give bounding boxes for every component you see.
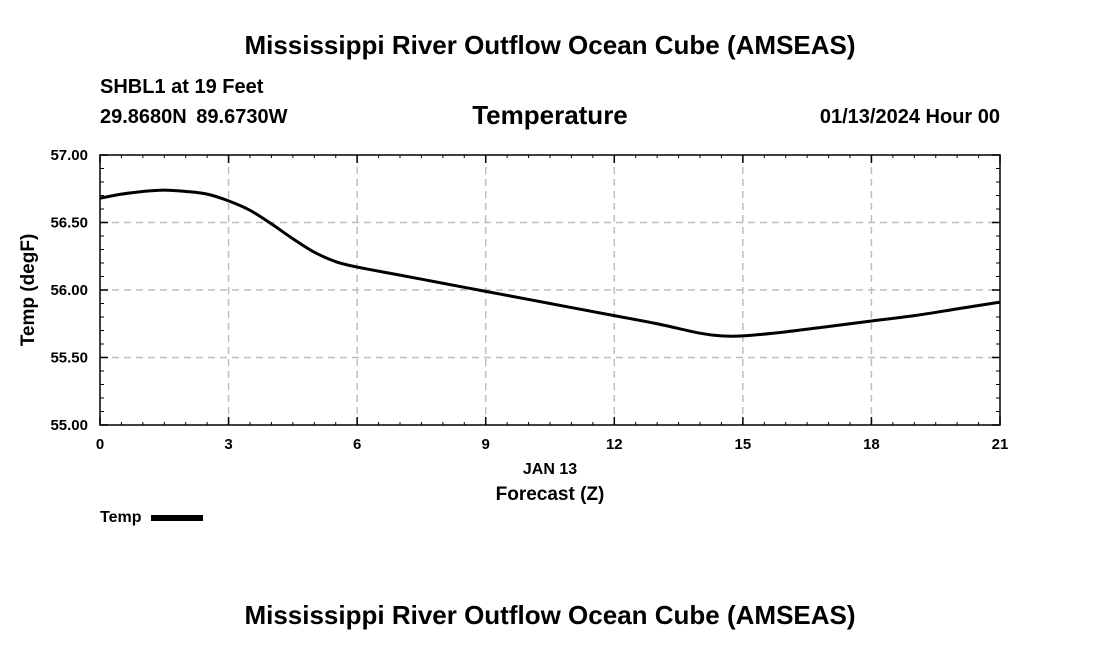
x-tick-label: 9	[482, 436, 490, 453]
y-axis: 55.00 55.50 56.00 56.50 57.00	[50, 147, 1000, 434]
legend: Temp	[100, 509, 204, 527]
y-tick-label: 57.00	[50, 147, 88, 164]
forecast-datetime: 01/13/2024 Hour 00	[819, 106, 1000, 128]
x-tick-label: 3	[224, 436, 232, 453]
footer-title: Mississippi River Outflow Ocean Cube (AM…	[244, 600, 856, 630]
x-tick-label: 21	[992, 436, 1009, 453]
y-tick-label: 55.00	[50, 417, 88, 434]
x-tick-label: 15	[735, 436, 752, 453]
x-axis-date: JAN 13	[523, 461, 577, 478]
station-label: SHBL1 at 19 Feet	[100, 76, 264, 98]
x-axis: 0 3 6 9 12 15 18 21	[96, 155, 1009, 453]
chart-title: Mississippi River Outflow Ocean Cube (AM…	[244, 30, 856, 60]
grid-lines	[100, 155, 1000, 425]
y-axis-label: Temp (degF)	[18, 234, 39, 347]
y-tick-label: 56.00	[50, 282, 88, 299]
variable-title: Temperature	[472, 100, 628, 130]
temp-series-line	[99, 188, 1001, 338]
x-tick-label: 6	[353, 436, 361, 453]
x-tick-label: 0	[96, 436, 104, 453]
x-tick-label: 18	[863, 436, 880, 453]
x-tick-label: 12	[606, 436, 623, 453]
legend-label: Temp	[100, 509, 142, 526]
y-tick-label: 56.50	[50, 215, 88, 232]
x-axis-label: Forecast (Z)	[496, 484, 605, 505]
y-tick-label: 55.50	[50, 350, 88, 367]
coordinates-label: 29.8680N 89.6730W	[100, 106, 288, 128]
temperature-chart: 0 3 6 9 12 15 18 21 55.00 55.50 56.00 56.50 57.00 J…	[18, 147, 1009, 505]
legend-line-swatch	[151, 515, 204, 521]
